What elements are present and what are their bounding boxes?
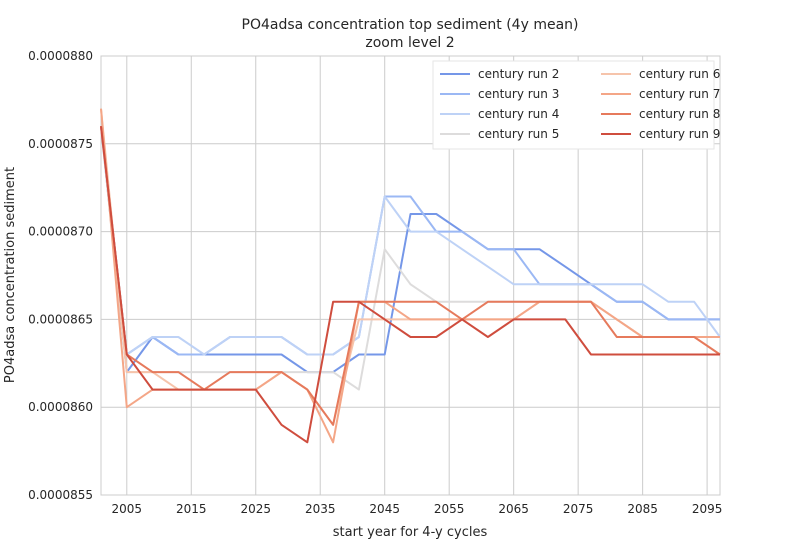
- legend-label: century run 2: [478, 67, 559, 81]
- x-tick-label: 2025: [240, 502, 271, 516]
- x-tick-label: 2045: [369, 502, 400, 516]
- y-tick-label: 0.0000875: [28, 137, 93, 151]
- x-tick-label: 2075: [563, 502, 594, 516]
- x-tick-label: 2055: [434, 502, 465, 516]
- x-tick-label: 2015: [176, 502, 207, 516]
- x-tick-label: 2065: [498, 502, 529, 516]
- y-tick-label: 0.0000865: [28, 312, 93, 326]
- x-axis-ticks: 2005 2015 2025 2035 2045 2055 2065 2075 2085 2095: [112, 502, 723, 516]
- x-axis-label: start year for 4-y cycles: [333, 525, 488, 540]
- chart-title: PO4adsa concentration top sediment (4y m…: [242, 17, 579, 33]
- legend-label: century run 4: [478, 107, 559, 121]
- chart-subtitle: zoom level 2: [365, 35, 454, 51]
- legend-label: century run 8: [639, 107, 720, 121]
- x-tick-label: 2035: [305, 502, 336, 516]
- y-axis-ticks: 0.0000855 0.0000860 0.0000865 0.0000870 0.00…: [28, 49, 93, 502]
- legend-label: century run 7: [639, 87, 720, 101]
- legend: century run 2 century run 3 century run 4 c…: [432, 60, 720, 150]
- x-tick-label: 2005: [112, 502, 143, 516]
- series-line-8: [100, 126, 720, 444]
- legend-label: century run 5: [478, 127, 559, 141]
- y-axis-label: PO4adsa concentration sediment: [3, 167, 18, 383]
- series-lines: [100, 108, 721, 444]
- legend-label: century run 9: [639, 127, 720, 141]
- legend-box: [432, 60, 715, 150]
- series-line-3: [100, 126, 721, 356]
- legend-label: century run 6: [639, 67, 720, 81]
- y-tick-label: 0.0000880: [28, 49, 93, 63]
- legend-label: century run 3: [478, 87, 559, 101]
- y-tick-label: 0.0000870: [28, 225, 93, 239]
- y-tick-label: 0.0000860: [28, 400, 93, 414]
- x-tick-label: 2085: [627, 502, 658, 516]
- x-tick-label: 2095: [692, 502, 723, 516]
- y-tick-label: 0.0000855: [28, 488, 93, 502]
